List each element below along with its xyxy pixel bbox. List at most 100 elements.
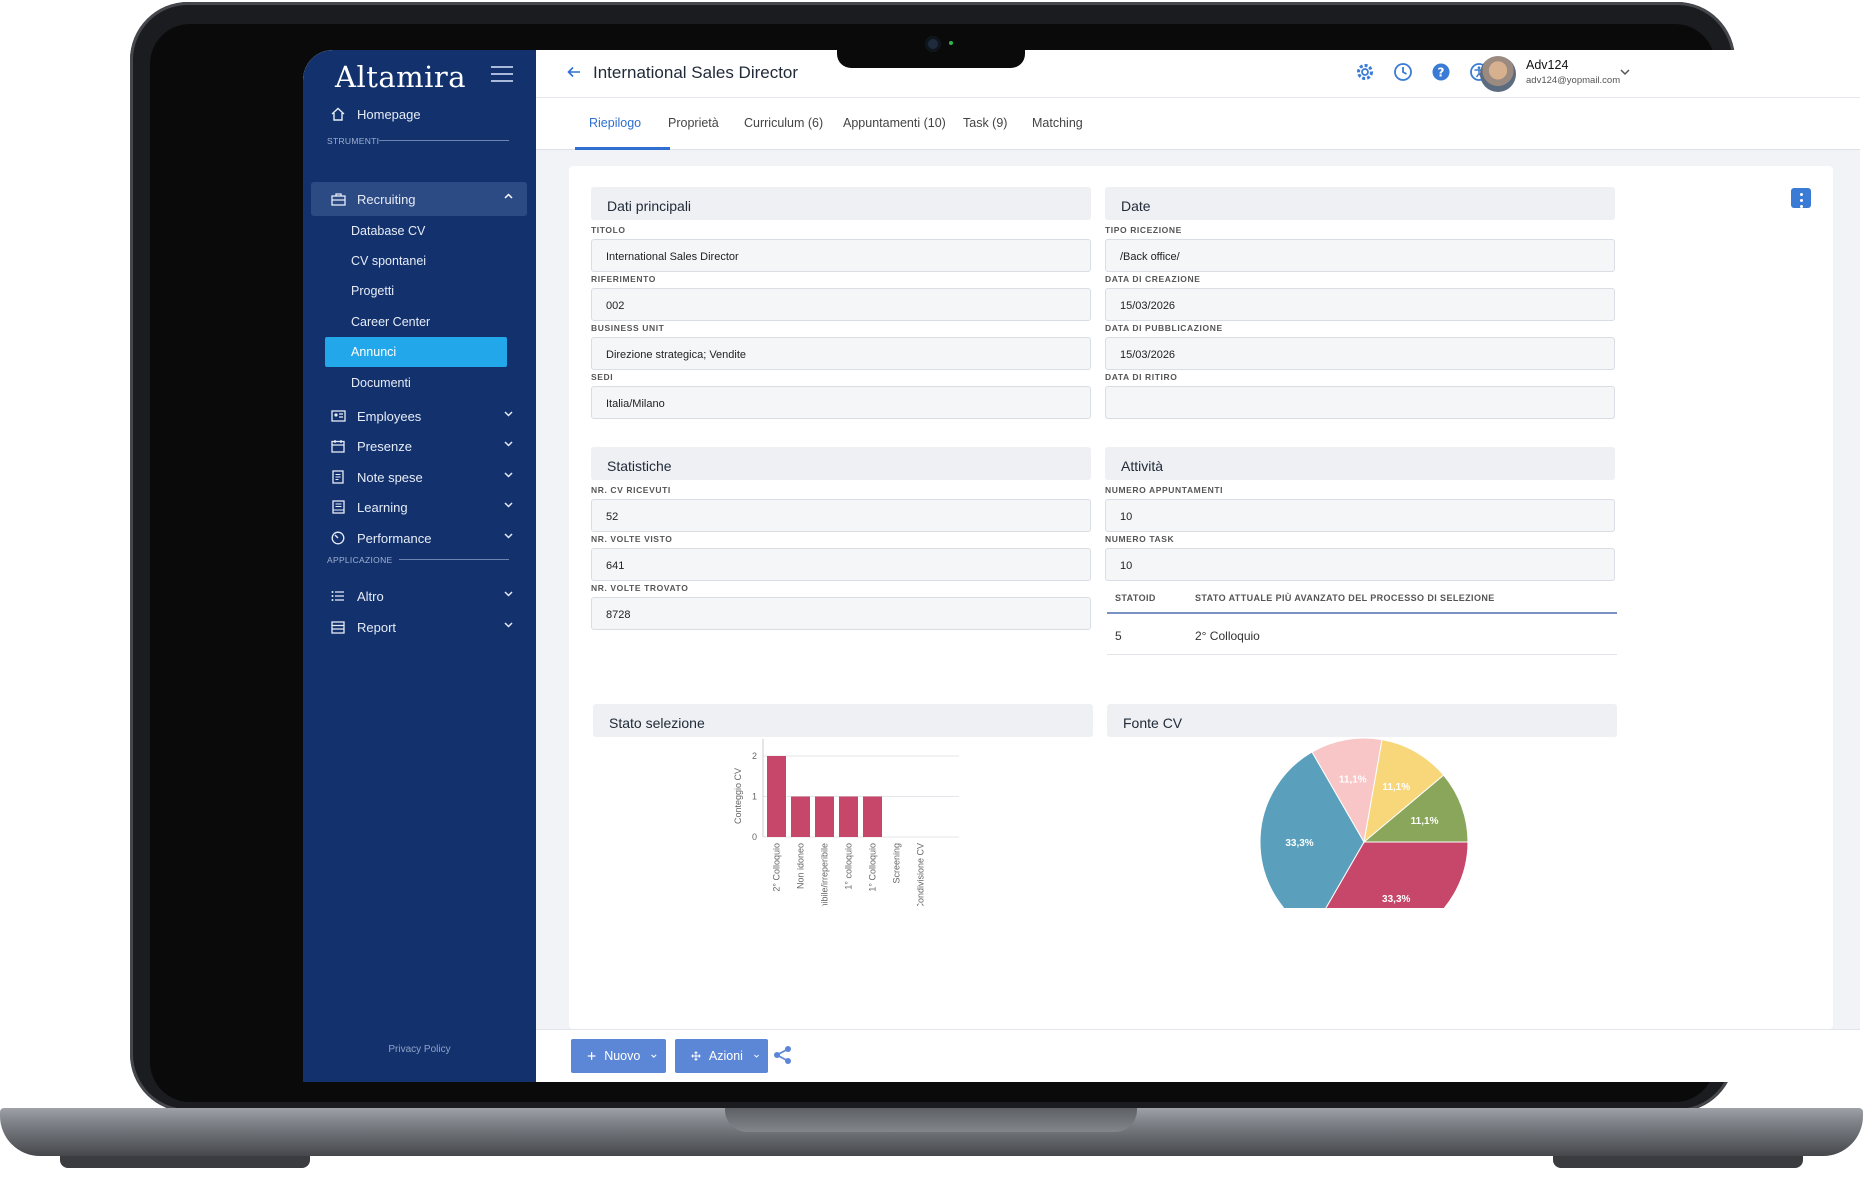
table-cell-stato: 2° Colloquio <box>1195 629 1260 643</box>
volte-visto-field[interactable]: 641 <box>591 548 1091 581</box>
sidebar-item-performance[interactable]: Performance <box>311 521 529 555</box>
sedi-field[interactable]: Italia/Milano <box>591 386 1091 419</box>
laptop-bezel: Altamira Homepage STRUMENTI Recruiting D… <box>150 24 1860 1102</box>
tab-proprieta[interactable]: Proprietà <box>668 116 719 130</box>
share-icon[interactable] <box>772 1044 794 1066</box>
receipt-icon <box>329 469 347 485</box>
app-logo[interactable]: Altamira <box>335 60 467 94</box>
chevron-down-icon <box>504 591 513 597</box>
sidebar-item-report[interactable]: Report <box>311 610 529 644</box>
chevron-down-icon <box>504 411 513 417</box>
camera-notch <box>837 24 1025 68</box>
x-tick-label: 1° colloquio <box>844 843 854 890</box>
privacy-policy-link[interactable]: Privacy Policy <box>388 1044 451 1055</box>
field-label: NUMERO APPUNTAMENTI <box>1105 485 1224 495</box>
sidebar-subitem-progetti[interactable]: Progetti <box>351 284 395 298</box>
chevron-down-icon <box>651 1054 657 1058</box>
menu-toggle-icon[interactable] <box>491 66 513 84</box>
sidebar-item-presenze[interactable]: Presenze <box>311 429 529 463</box>
field-label: BUSINESS UNIT <box>591 323 665 333</box>
numero-appuntamenti-field[interactable]: 10 <box>1105 499 1615 532</box>
sidebar-item-altro[interactable]: Altro <box>311 579 529 613</box>
business-unit-field[interactable]: Direzione strategica; Vendite <box>591 337 1091 370</box>
table-header-stato: STATO ATTUALE PIÙ AVANZATO DEL PROCESSO … <box>1195 593 1495 603</box>
x-tick-label: Condivisione CV <box>916 843 926 906</box>
actions-button-label: Azioni <box>708 1049 743 1063</box>
field-label: RIFERIMENTO <box>591 274 657 284</box>
table-header-divider <box>1107 612 1617 614</box>
tab-appuntamenti[interactable]: Appuntamenti (10) <box>843 116 946 130</box>
gear-icon[interactable] <box>1354 61 1376 83</box>
back-arrow-icon[interactable] <box>566 64 582 80</box>
sidebar-item-note-spese[interactable]: Note spese <box>311 460 529 494</box>
user-name[interactable]: Adv124 <box>1526 58 1569 72</box>
data-pubblicazione-field[interactable]: 15/03/2026 <box>1105 337 1615 370</box>
chevron-down-icon[interactable] <box>1619 66 1631 78</box>
sidebar-item-employees[interactable]: Employees <box>311 399 529 433</box>
more-options-icon[interactable] <box>1791 188 1811 208</box>
sidebar-item-homepage[interactable]: Homepage <box>311 97 529 131</box>
y-tick-label: 0 <box>752 832 757 842</box>
cv-ricevuti-field[interactable]: 52 <box>591 499 1091 532</box>
sidebar-subitem-documenti[interactable]: Documenti <box>351 376 411 390</box>
calendar-icon <box>329 438 347 454</box>
pie-slice <box>1259 751 1365 908</box>
bar <box>839 796 858 837</box>
pie-slice <box>1325 841 1469 908</box>
laptop-foot <box>1553 1156 1803 1168</box>
pie-slice-label: 11,1% <box>1382 782 1410 793</box>
clock-icon[interactable] <box>1392 61 1414 83</box>
avatar[interactable] <box>1480 56 1516 92</box>
data-ritiro-field[interactable] <box>1105 386 1615 419</box>
section-header-stato-selezione: Stato selezione <box>593 704 1093 737</box>
chevron-down-icon <box>504 441 513 447</box>
data-creazione-field[interactable]: 15/03/2026 <box>1105 288 1615 321</box>
home-icon <box>329 106 347 122</box>
sidebar-subitem-career-center[interactable]: Career Center <box>351 315 431 329</box>
sidebar-subitem-annunci[interactable]: Annunci <box>325 337 507 367</box>
bar <box>815 796 834 837</box>
id-card-icon <box>329 408 347 424</box>
riferimento-field[interactable]: 002 <box>591 288 1091 321</box>
volte-trovato-field[interactable]: 8728 <box>591 597 1091 630</box>
section-header-fonte-cv: Fonte CV <box>1107 704 1617 737</box>
app-screen: Altamira Homepage STRUMENTI Recruiting D… <box>303 50 1860 1082</box>
sidebar-item-label: Report <box>357 619 397 635</box>
x-tick-label: Non idoneo <box>796 843 806 889</box>
help-icon[interactable]: ? <box>1430 61 1452 83</box>
tab-riepilogo[interactable]: Riepilogo <box>589 116 642 130</box>
laptop-foot <box>60 1156 310 1168</box>
new-button[interactable]: Nuovo <box>571 1039 666 1073</box>
sidebar-subitem-database-cv[interactable]: Database CV <box>351 224 426 238</box>
x-tick-label: Screening <box>892 843 902 884</box>
tab-matching[interactable]: Matching <box>1032 116 1083 130</box>
chevron-down-icon <box>504 502 513 508</box>
new-button-label: Nuovo <box>604 1049 641 1063</box>
sidebar-item-learning[interactable]: Learning <box>311 490 529 524</box>
book-icon <box>329 499 347 515</box>
sidebar-item-label: Learning <box>357 499 408 515</box>
tab-bar: Riepilogo Proprietà Curriculum (6) Appun… <box>536 98 1860 150</box>
tab-task[interactable]: Task (9) <box>963 116 1008 130</box>
pie-slice <box>1362 774 1469 843</box>
section-label-tools: STRUMENTI <box>327 136 380 146</box>
section-header-date: Date <box>1105 187 1615 220</box>
numero-task-field[interactable]: 10 <box>1105 548 1615 581</box>
summary-card: Dati principali TITOLO International Sal… <box>569 166 1833 1029</box>
sidebar-subitem-cv-spontanei[interactable]: CV spontanei <box>351 254 427 268</box>
table-row-divider <box>1107 654 1617 655</box>
actions-button[interactable]: Azioni <box>675 1039 768 1073</box>
chevron-down-icon <box>504 622 513 628</box>
laptop-hinge <box>725 1108 1137 1132</box>
field-label: SEDI <box>591 372 614 382</box>
sidebar-item-recruiting[interactable]: Recruiting <box>311 182 529 216</box>
tab-curriculum[interactable]: Curriculum (6) <box>744 116 824 130</box>
action-bar: Nuovo Azioni <box>536 1029 1860 1082</box>
y-axis-label: Conteggio CV <box>733 768 743 824</box>
pie-slice-label: 33,3% <box>1382 894 1410 905</box>
y-tick-label: 2 <box>752 751 757 761</box>
titolo-field[interactable]: International Sales Director <box>591 239 1091 272</box>
pie-slice <box>1311 738 1383 844</box>
field-label: DATA DI CREAZIONE <box>1105 274 1201 284</box>
tipo-ricezione-field[interactable]: /Back office/ <box>1105 239 1615 272</box>
